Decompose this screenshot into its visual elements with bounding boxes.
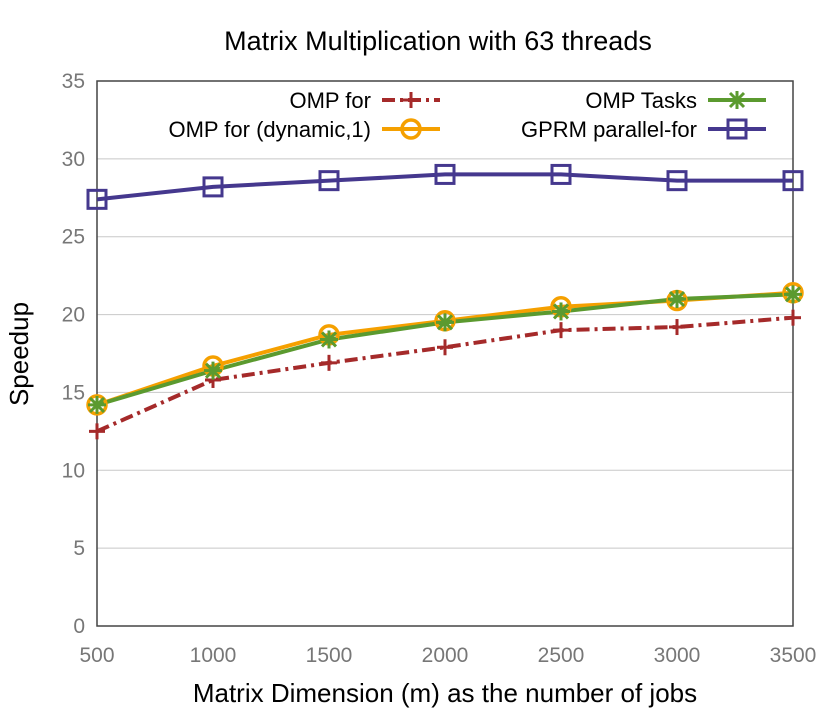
data-point-gprm-parallel-for — [666, 170, 688, 192]
series-line-gprm-parallel-for — [96, 172, 793, 202]
legend: OMP for OMP for (dynamic,1) OMP Tasks GP… — [168, 88, 766, 142]
data-point-omp-tasks — [552, 302, 570, 321]
legend-marker-gprm-parallel-for — [726, 118, 748, 140]
data-point-gprm-parallel-for — [782, 170, 804, 192]
y-axis-ticks: 0 5 10 15 20 25 30 35 — [62, 70, 85, 638]
x-axis-label: Matrix Dimension (m) as the number of jo… — [193, 678, 697, 708]
y-tick-label: 25 — [62, 226, 85, 249]
data-point-gprm-parallel-for — [202, 176, 224, 198]
data-point-omp-tasks — [320, 330, 338, 349]
series-lines — [86, 163, 804, 440]
data-point-omp-for — [785, 309, 801, 326]
y-axis-label: Speedup — [4, 302, 34, 406]
y-tick-label: 15 — [62, 381, 85, 404]
y-tick-label: 5 — [73, 537, 85, 560]
y-tick-label: 35 — [62, 70, 85, 93]
x-tick-label: 3000 — [654, 644, 701, 667]
y-tick-label: 10 — [62, 459, 85, 482]
data-point-omp-for — [669, 319, 685, 336]
plot-frame — [96, 80, 794, 627]
x-tick-label: 2500 — [538, 644, 585, 667]
data-point-omp-tasks — [784, 285, 802, 304]
data-point-gprm-parallel-for — [434, 163, 456, 185]
legend-label-omp-for-dynamic: OMP for (dynamic,1) — [168, 117, 371, 142]
legend-marker-omp-for-dynamic-1 — [400, 118, 422, 140]
grid-lines — [97, 158, 793, 549]
legend-marker-omp-for — [403, 92, 419, 108]
legend-label-gprm-parallel-for: GPRM parallel-for — [521, 117, 697, 142]
x-tick-label: 500 — [79, 644, 114, 667]
data-point-omp-for — [321, 354, 337, 371]
data-point-omp-tasks — [204, 361, 222, 380]
data-point-gprm-parallel-for — [86, 188, 108, 210]
legend-label-omp-tasks: OMP Tasks — [585, 88, 697, 113]
y-tick-label: 0 — [73, 615, 85, 638]
chart-title: Matrix Multiplication with 63 threads — [224, 26, 652, 56]
data-point-gprm-parallel-for — [550, 163, 572, 185]
data-point-omp-tasks — [88, 395, 106, 414]
data-point-omp-for — [553, 322, 569, 339]
legend-label-omp-for: OMP for — [289, 88, 371, 113]
y-tick-label: 30 — [62, 148, 85, 171]
data-point-omp-tasks — [668, 290, 686, 308]
data-point-omp-for — [89, 423, 105, 440]
x-axis-ticks: 500 1000 1500 2000 2500 3000 3500 — [79, 644, 816, 667]
y-tick-label: 20 — [62, 304, 85, 327]
data-point-omp-for — [437, 339, 453, 356]
data-point-gprm-parallel-for — [318, 170, 340, 192]
data-point-omp-tasks — [436, 313, 454, 332]
x-tick-label: 1000 — [190, 644, 237, 667]
x-tick-label: 2000 — [422, 644, 469, 667]
x-tick-label: 1500 — [306, 644, 353, 667]
x-tick-label: 3500 — [770, 644, 817, 667]
legend-marker-omp-tasks — [728, 91, 746, 109]
